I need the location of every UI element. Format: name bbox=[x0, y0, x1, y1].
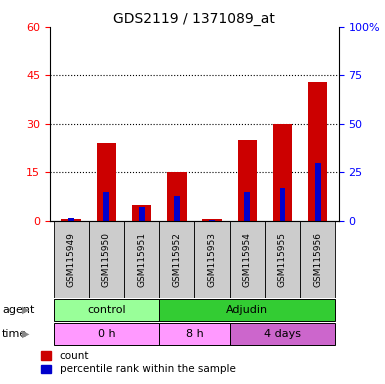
Bar bbox=[308, 82, 327, 221]
Text: 4 days: 4 days bbox=[264, 329, 301, 339]
Bar bbox=[62, 219, 81, 221]
FancyBboxPatch shape bbox=[54, 323, 159, 344]
Text: time: time bbox=[2, 329, 27, 339]
Text: GSM115949: GSM115949 bbox=[67, 232, 76, 287]
Legend: count, percentile rank within the sample: count, percentile rank within the sample bbox=[41, 351, 236, 374]
Text: GSM115953: GSM115953 bbox=[208, 232, 216, 287]
Text: 0 h: 0 h bbox=[97, 329, 115, 339]
FancyBboxPatch shape bbox=[54, 300, 159, 321]
Bar bbox=[167, 172, 186, 221]
Text: agent: agent bbox=[2, 305, 34, 315]
Bar bbox=[139, 207, 144, 221]
Bar bbox=[244, 192, 250, 221]
Bar bbox=[203, 219, 222, 221]
Text: 8 h: 8 h bbox=[186, 329, 203, 339]
FancyBboxPatch shape bbox=[229, 323, 335, 344]
Title: GDS2119 / 1371089_at: GDS2119 / 1371089_at bbox=[114, 12, 275, 26]
Text: GSM115954: GSM115954 bbox=[243, 232, 252, 287]
FancyBboxPatch shape bbox=[265, 221, 300, 298]
Bar bbox=[97, 143, 116, 221]
FancyBboxPatch shape bbox=[124, 221, 159, 298]
FancyBboxPatch shape bbox=[159, 221, 194, 298]
FancyBboxPatch shape bbox=[159, 323, 229, 344]
Text: GSM115952: GSM115952 bbox=[172, 232, 181, 287]
Text: control: control bbox=[87, 305, 126, 315]
Bar bbox=[315, 162, 321, 221]
FancyBboxPatch shape bbox=[300, 221, 335, 298]
Text: GSM115950: GSM115950 bbox=[102, 232, 111, 287]
FancyBboxPatch shape bbox=[159, 300, 335, 321]
Bar bbox=[280, 188, 285, 221]
Text: ▶: ▶ bbox=[22, 329, 30, 339]
FancyBboxPatch shape bbox=[229, 221, 265, 298]
Text: GSM115956: GSM115956 bbox=[313, 232, 322, 287]
Text: GSM115955: GSM115955 bbox=[278, 232, 287, 287]
Bar bbox=[273, 124, 292, 221]
Text: Adjudin: Adjudin bbox=[226, 305, 268, 315]
Bar bbox=[132, 205, 151, 221]
Bar bbox=[104, 192, 109, 221]
Bar bbox=[238, 140, 257, 221]
Bar bbox=[68, 218, 74, 221]
Text: GSM115951: GSM115951 bbox=[137, 232, 146, 287]
Bar bbox=[174, 195, 180, 221]
Bar bbox=[209, 220, 215, 221]
FancyBboxPatch shape bbox=[89, 221, 124, 298]
FancyBboxPatch shape bbox=[54, 221, 89, 298]
Text: ▶: ▶ bbox=[22, 305, 30, 315]
FancyBboxPatch shape bbox=[194, 221, 229, 298]
